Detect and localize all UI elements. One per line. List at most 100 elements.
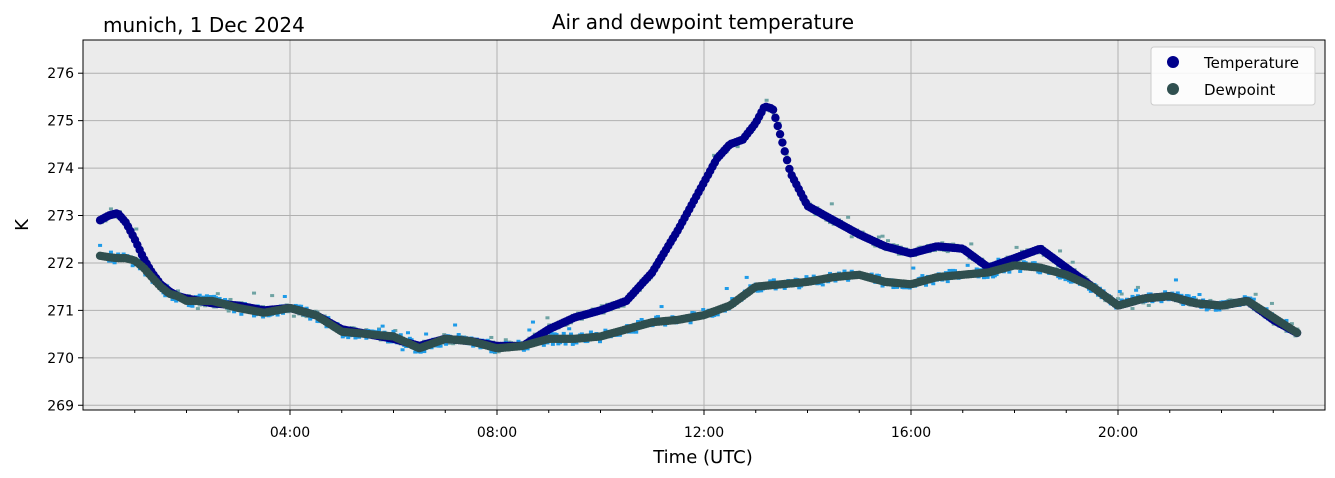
temperature-point xyxy=(768,105,778,114)
temperature-point xyxy=(778,138,787,147)
temperature-raw-point xyxy=(849,235,854,239)
dewpoint-raw-point xyxy=(197,293,202,297)
x-tick-label: 20:00 xyxy=(1098,425,1138,441)
temperature-raw-point xyxy=(1130,307,1135,311)
dewpoint-raw-point xyxy=(1063,278,1068,282)
temperature-point xyxy=(780,147,789,156)
dewpoint-raw-point xyxy=(239,312,244,316)
dewpoint-point xyxy=(1292,328,1302,337)
y-tick-label: 272 xyxy=(47,256,74,272)
temperature-raw-point xyxy=(1070,260,1075,264)
dewpoint-raw-point xyxy=(579,332,584,336)
dewpoint-raw-point xyxy=(759,289,764,293)
dewpoint-raw-point xyxy=(232,310,237,314)
dewpoint-raw-point xyxy=(204,294,209,298)
dewpoint-raw-point xyxy=(530,320,535,324)
dewpoint-raw-point xyxy=(170,298,175,302)
dewpoint-raw-point xyxy=(1217,308,1222,312)
x-tick-label: 16:00 xyxy=(891,425,931,441)
y-tick-label: 271 xyxy=(47,303,74,319)
temperature-raw-point xyxy=(291,314,296,318)
dewpoint-raw-point xyxy=(1159,300,1164,304)
dewpoint-raw-point xyxy=(471,344,476,348)
temperature-raw-point xyxy=(215,292,220,296)
dewpoint-raw-point xyxy=(1197,293,1202,297)
dewpoint-raw-point xyxy=(920,274,925,278)
temperature-raw-point xyxy=(226,309,231,313)
dewpoint-raw-point xyxy=(849,269,854,273)
temperature-raw-point xyxy=(545,316,550,320)
dewpoint-raw-point xyxy=(569,332,574,336)
temperature-raw-point xyxy=(846,215,851,219)
dewpoint-raw-point xyxy=(223,298,228,302)
temperature-raw-point xyxy=(1135,285,1140,289)
dewpoint-raw-point xyxy=(282,295,287,299)
temperature-raw-point xyxy=(876,235,881,239)
dewpoint-raw-point xyxy=(208,295,213,299)
dewpoint-raw-point xyxy=(828,271,833,275)
dewpoint-raw-point xyxy=(820,283,825,287)
y-tick-label: 274 xyxy=(47,161,74,177)
dewpoint-raw-point xyxy=(424,332,429,336)
legend: Temperature Dewpoint xyxy=(1150,46,1316,106)
dewpoint-raw-point xyxy=(730,297,735,301)
dewpoint-raw-point xyxy=(659,305,664,309)
dewpoint-raw-point xyxy=(112,261,117,265)
y-tick-label: 270 xyxy=(47,351,74,367)
dewpoint-raw-point xyxy=(364,336,369,340)
dewpoint-raw-point xyxy=(1192,296,1197,300)
plot-frame xyxy=(82,39,1326,411)
dewpoint-raw-point xyxy=(456,333,461,337)
dewpoint-raw-point xyxy=(996,257,1001,261)
temperature-raw-point xyxy=(503,338,508,342)
temperature-point xyxy=(771,113,780,123)
dewpoint-raw-point xyxy=(570,342,575,346)
y-axis-label: K xyxy=(12,218,33,231)
dewpoint-raw-point xyxy=(1032,261,1037,265)
temperature-raw-point xyxy=(735,145,740,149)
dewpoint-raw-point xyxy=(1175,291,1180,295)
legend-label-dewpoint: Dewpoint xyxy=(1204,81,1275,99)
temperature-raw-point xyxy=(1208,298,1213,302)
dewpoint-raw-point xyxy=(924,283,929,287)
dewpoint-raw-point xyxy=(422,350,427,354)
dewpoint-raw-point xyxy=(842,269,847,273)
dewpoint-raw-point xyxy=(655,315,660,319)
dewpoint-raw-point xyxy=(974,267,979,271)
x-tick-label: 12:00 xyxy=(684,425,724,441)
dewpoint-raw-point xyxy=(1068,280,1073,284)
dewpoint-raw-point xyxy=(782,286,787,290)
dewpoint-raw-point xyxy=(275,313,280,317)
dewpoint-raw-point xyxy=(98,243,103,247)
chart-title: Air and dewpoint temperature xyxy=(552,10,854,34)
dewpoint-raw-point xyxy=(634,330,639,334)
x-tick-label: 04:00 xyxy=(270,425,310,441)
temperature-raw-point xyxy=(885,239,890,243)
dewpoint-raw-point xyxy=(880,284,885,288)
dewpoint-raw-point xyxy=(1134,288,1139,292)
x-tick-label: 08:00 xyxy=(477,425,517,441)
temperature-raw-point xyxy=(1058,249,1063,253)
dewpoint-raw-point xyxy=(400,348,405,352)
dewpoint-raw-point xyxy=(630,330,635,334)
dewpoint-raw-point xyxy=(108,250,113,254)
temperature-point xyxy=(773,121,782,131)
dewpoint-raw-point xyxy=(945,280,950,284)
temperature-raw-point xyxy=(1119,292,1124,296)
dewpoint-raw-point xyxy=(550,342,555,346)
temperature-raw-point xyxy=(969,242,974,246)
dewpoint-raw-point xyxy=(797,286,802,290)
dewpoint-raw-point xyxy=(639,317,644,321)
temperature-raw-point xyxy=(712,153,717,157)
dewpoint-raw-point xyxy=(804,275,809,279)
dewpoint-raw-point xyxy=(744,275,749,279)
dewpoint-raw-point xyxy=(701,308,706,312)
dewpoint-raw-point xyxy=(876,274,881,278)
dewpoint-raw-point xyxy=(438,344,443,348)
temperature-raw-point xyxy=(195,307,200,311)
dewpoint-raw-point xyxy=(811,274,816,278)
axis-layer: 04:00 08:00 12:00 16:00 20:00 269 270 271 272 273… xyxy=(47,66,1274,441)
temperature-raw-point xyxy=(442,333,447,337)
dewpoint-raw-point xyxy=(981,276,986,280)
legend-box xyxy=(1150,46,1316,106)
